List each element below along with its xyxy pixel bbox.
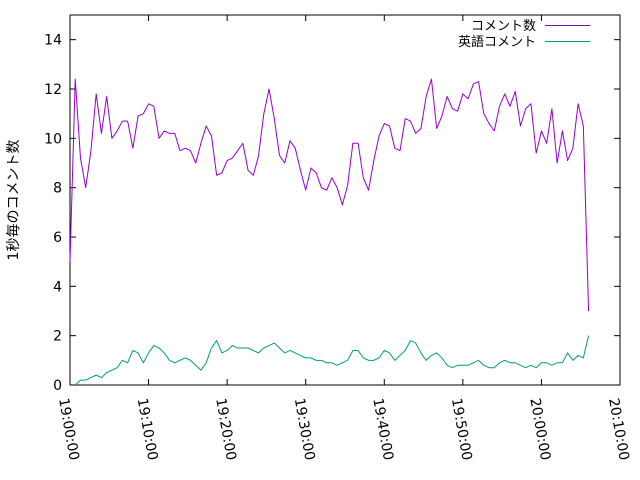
y-tick-label: 8	[53, 181, 62, 197]
series-layer	[69, 78, 590, 386]
y-axis: 0 2 4 6 8 10 12 14	[44, 33, 620, 394]
x-tick-label: 19:20:00	[212, 397, 239, 462]
y-tick-label: 12	[44, 82, 62, 98]
legend-label-0: コメント数	[471, 19, 536, 34]
y-axis-title: 1秒毎のコメント数	[6, 140, 22, 261]
x-tick-label: 20:10:00	[605, 397, 632, 462]
plot-frame	[69, 14, 621, 386]
y-tick-label: 10	[44, 131, 62, 147]
y-tick-label: 14	[44, 33, 62, 49]
x-tick-label: 20:00:00	[526, 397, 553, 462]
x-tick-label: 19:00:00	[55, 397, 82, 462]
legend-label-1: 英語コメント	[458, 34, 536, 50]
x-tick-label: 19:40:00	[369, 397, 396, 462]
x-axis: 19:00:00 19:10:00 19:20:00 19:30:00 19:40:00…	[55, 15, 632, 462]
series-line-0	[69, 78, 590, 312]
y-tick-label: 0	[53, 378, 62, 394]
x-tick-label: 19:30:00	[291, 397, 318, 462]
y-tick-label: 2	[53, 329, 62, 345]
series-line-1	[74, 335, 590, 386]
legend: コメント数 英語コメント	[458, 19, 590, 50]
x-tick-label: 19:50:00	[448, 397, 475, 462]
y-tick-label: 6	[53, 230, 62, 246]
y-tick-label: 4	[53, 279, 62, 295]
x-tick-label: 19:10:00	[134, 397, 161, 462]
